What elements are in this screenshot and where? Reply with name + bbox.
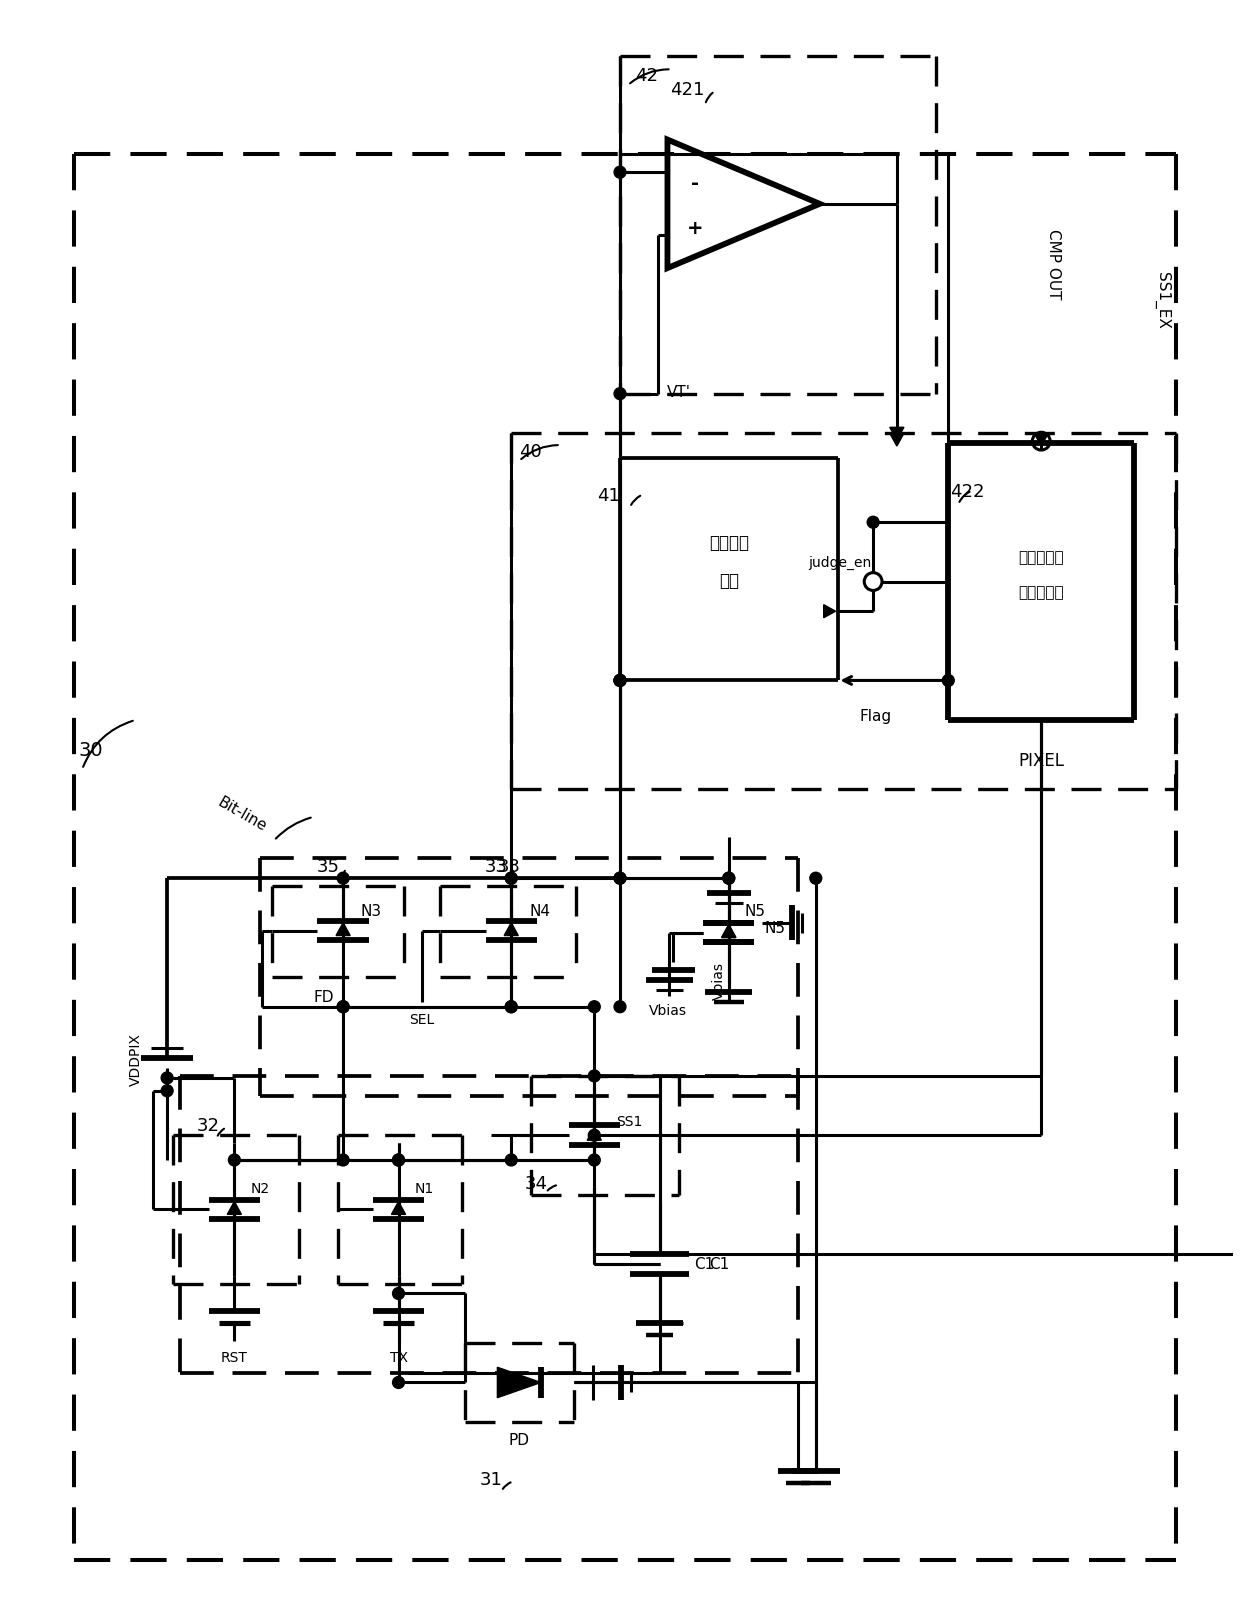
Text: RST: RST	[221, 1349, 248, 1364]
Text: N5: N5	[744, 904, 765, 918]
Circle shape	[810, 873, 822, 884]
Circle shape	[614, 168, 626, 179]
Text: CMP OUT: CMP OUT	[1045, 229, 1060, 299]
Circle shape	[614, 873, 626, 884]
Text: Vbias: Vbias	[712, 962, 725, 999]
Text: 35: 35	[316, 857, 340, 876]
Text: Flag: Flag	[859, 709, 892, 723]
Circle shape	[505, 873, 517, 884]
Text: N4: N4	[529, 904, 551, 918]
Circle shape	[723, 873, 735, 884]
Text: C1: C1	[694, 1257, 714, 1272]
Circle shape	[161, 1085, 174, 1098]
Text: SS1: SS1	[616, 1115, 642, 1128]
Circle shape	[505, 1001, 517, 1014]
Circle shape	[393, 1154, 404, 1167]
Circle shape	[393, 1377, 404, 1388]
Text: VT': VT'	[667, 386, 692, 400]
Text: 号产生电路: 号产生电路	[1018, 584, 1064, 599]
Circle shape	[588, 1001, 600, 1014]
Text: 电路: 电路	[719, 571, 739, 589]
Text: N3: N3	[361, 904, 382, 918]
Circle shape	[505, 1001, 517, 1014]
Text: 32: 32	[197, 1117, 221, 1135]
Text: 42: 42	[635, 68, 658, 86]
Polygon shape	[890, 428, 904, 441]
Polygon shape	[588, 1128, 601, 1141]
Text: Bit-line: Bit-line	[216, 794, 269, 834]
Text: PIXEL: PIXEL	[1018, 751, 1064, 768]
Text: PD: PD	[508, 1433, 529, 1448]
Polygon shape	[1034, 434, 1048, 447]
Text: +: +	[687, 220, 703, 237]
Text: SEL: SEL	[409, 1012, 435, 1027]
Text: SS1_EX: SS1_EX	[1153, 273, 1171, 329]
Circle shape	[505, 1154, 517, 1167]
Polygon shape	[227, 1202, 242, 1215]
Text: N5: N5	[764, 920, 785, 936]
Polygon shape	[722, 925, 735, 938]
Text: 421: 421	[670, 81, 704, 98]
Circle shape	[337, 1001, 350, 1014]
Text: N1: N1	[414, 1181, 434, 1194]
Circle shape	[614, 389, 626, 400]
Text: 33: 33	[497, 857, 521, 876]
Text: VDDPIX: VDDPIX	[129, 1031, 143, 1085]
Circle shape	[337, 873, 350, 884]
Circle shape	[505, 873, 517, 884]
Text: 41: 41	[598, 486, 620, 504]
Polygon shape	[505, 923, 518, 936]
Circle shape	[393, 1154, 404, 1167]
Circle shape	[614, 675, 626, 688]
Circle shape	[588, 1154, 600, 1167]
Circle shape	[614, 873, 626, 884]
Polygon shape	[823, 605, 836, 618]
Text: C1: C1	[709, 1257, 729, 1272]
Circle shape	[161, 1072, 174, 1085]
Circle shape	[393, 1288, 404, 1299]
Text: Vbias: Vbias	[649, 1002, 687, 1017]
Text: 31: 31	[480, 1470, 503, 1488]
Text: 34: 34	[525, 1173, 547, 1193]
Circle shape	[614, 1001, 626, 1014]
Polygon shape	[722, 925, 735, 938]
Text: N2: N2	[250, 1181, 269, 1194]
Circle shape	[867, 516, 879, 529]
Circle shape	[337, 1001, 350, 1014]
Text: 40: 40	[520, 442, 542, 460]
Polygon shape	[336, 923, 350, 936]
Polygon shape	[392, 1202, 405, 1215]
Circle shape	[942, 675, 955, 688]
Polygon shape	[890, 434, 904, 447]
Text: 422: 422	[950, 483, 985, 500]
Text: judge_en: judge_en	[808, 555, 872, 570]
Circle shape	[614, 675, 626, 688]
Text: 33: 33	[485, 857, 508, 876]
Polygon shape	[497, 1367, 541, 1398]
Circle shape	[723, 873, 735, 884]
Text: 30: 30	[78, 741, 103, 760]
Text: 第一控制信: 第一控制信	[1018, 550, 1064, 565]
Text: TX: TX	[389, 1349, 408, 1364]
Circle shape	[337, 1154, 350, 1167]
Text: 模数转换: 模数转换	[709, 534, 749, 552]
Circle shape	[228, 1154, 241, 1167]
Circle shape	[588, 1070, 600, 1083]
Text: -: -	[691, 173, 699, 192]
Circle shape	[588, 1130, 600, 1141]
Text: FD: FD	[314, 989, 334, 1006]
Circle shape	[614, 675, 626, 688]
